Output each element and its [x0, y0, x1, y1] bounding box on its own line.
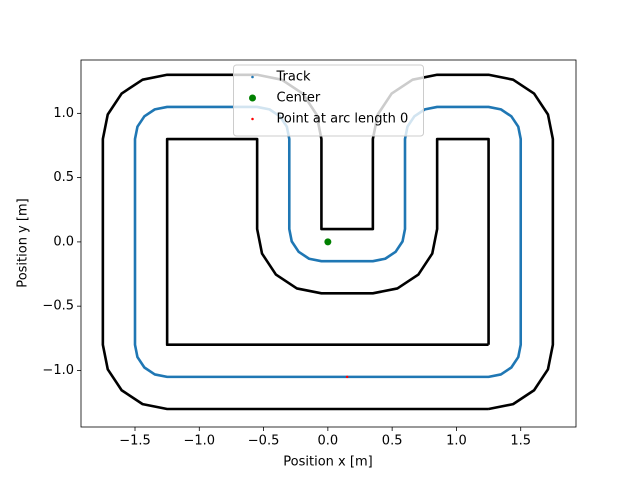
legend-marker — [251, 117, 254, 121]
y-tick-label: −1.0 — [42, 363, 74, 378]
legend: Track Center Point at arc length 0 — [233, 64, 424, 137]
legend-label: Point at arc length 0 — [277, 112, 409, 127]
y-tick-label: 0.0 — [53, 234, 74, 249]
x-tick-label: 1.0 — [446, 434, 467, 449]
legend-label: Center — [277, 91, 321, 106]
plot-frame — [80, 59, 577, 428]
track-line — [101, 73, 555, 411]
y-tick-label: −0.5 — [42, 299, 74, 314]
track-line — [165, 137, 490, 347]
x-tick-label: 0.5 — [382, 434, 403, 449]
legend-marker — [249, 94, 256, 102]
y-tick-label: 1.0 — [53, 106, 74, 121]
x-tick-label: −1.5 — [119, 434, 151, 449]
point — [324, 238, 332, 246]
legend-label: Track — [276, 70, 311, 85]
y-axis-label: Position y [m] — [16, 198, 31, 287]
legend-marker — [251, 75, 254, 79]
point — [345, 375, 349, 379]
x-tick-label: −0.5 — [248, 434, 280, 449]
legend-box — [233, 64, 424, 137]
x-axis-label: Position x [m] — [283, 455, 372, 470]
x-tick-label: −1.0 — [183, 434, 215, 449]
x-tick-label: 0.0 — [318, 434, 339, 449]
track-line — [133, 105, 523, 379]
x-tick-label: 1.5 — [510, 434, 531, 449]
y-tick-label: 0.5 — [53, 170, 74, 185]
